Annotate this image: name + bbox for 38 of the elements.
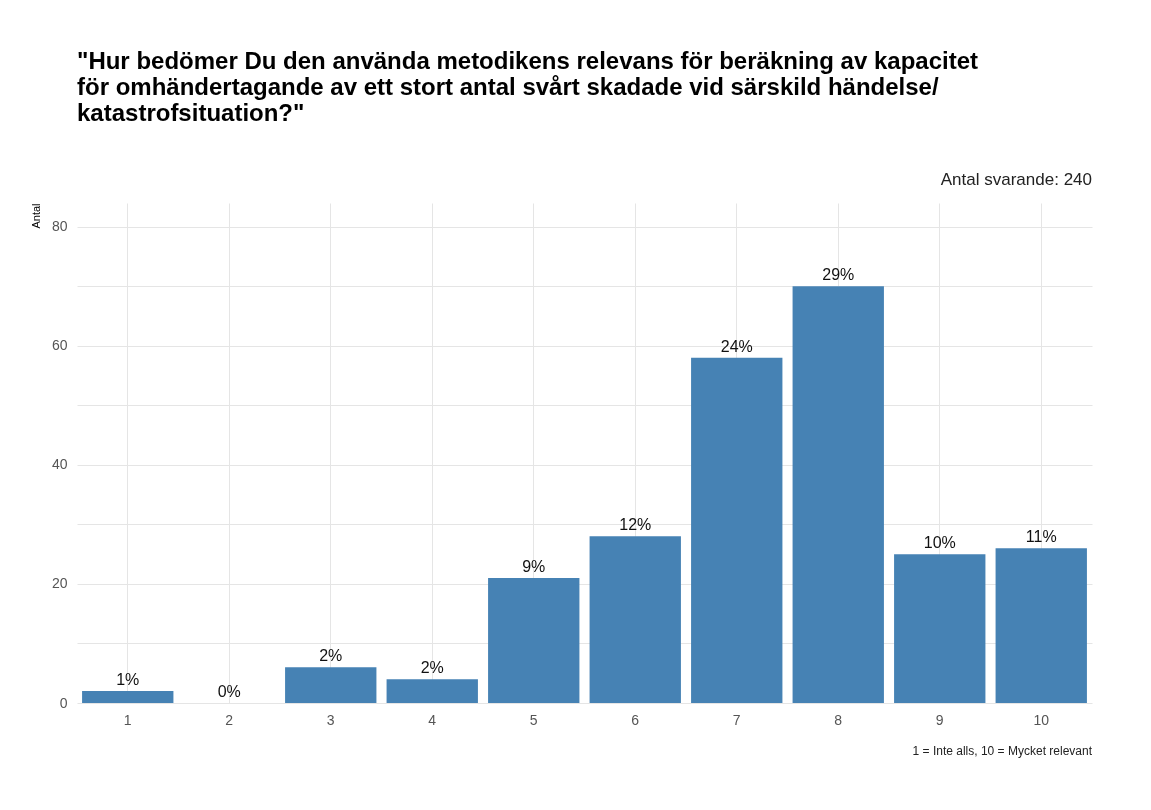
bar	[589, 536, 681, 703]
bar	[82, 691, 174, 703]
y-tick-label: 60	[51, 337, 68, 354]
annotation: 0%	[217, 683, 241, 700]
x-tick-label: 4	[428, 711, 437, 728]
annotation: 11%	[1025, 528, 1057, 546]
bar	[792, 286, 884, 703]
text: Antal svarande: 240	[940, 170, 1092, 189]
annotation: 1%	[116, 671, 140, 689]
x-tick-label: 5	[529, 711, 538, 728]
x-tick-label: 7	[732, 711, 741, 728]
bar	[386, 679, 478, 703]
x-tick-label: 1	[123, 711, 132, 728]
x-tick-label: 3	[326, 711, 335, 728]
annotation: 2%	[420, 659, 444, 677]
x-tick-label: 2	[225, 711, 234, 728]
annotation: 12%	[619, 516, 652, 534]
bar	[488, 578, 580, 703]
y-tick-label: 20	[51, 575, 68, 592]
bar	[285, 667, 377, 703]
bar	[894, 554, 986, 703]
annotation: 24%	[720, 337, 753, 355]
annotation: 10%	[923, 534, 956, 552]
chart-title: "Hur bedömer Du den använda metodikens relevans för beräkning av kapacitet för omhändertagande av ett stort antal svårt skadade vid särskild händelse/ katastrofsituation?"	[77, 47, 978, 126]
y-axis-title: Antal	[29, 203, 42, 229]
x-tick-label: 10	[1033, 711, 1050, 728]
y-tick-label: 40	[51, 456, 68, 473]
y-tick-label: 80	[51, 218, 68, 235]
x-tick-label: 8	[834, 711, 843, 728]
annotation: 2%	[319, 647, 343, 665]
bar	[691, 357, 783, 703]
text: 1 = Inte alls, 10 = Mycket relevant	[912, 744, 1093, 758]
bar	[995, 548, 1087, 703]
annotation: 9%	[522, 558, 546, 575]
x-tick-label: 6	[631, 711, 640, 728]
x-tick-label: 9	[935, 711, 944, 728]
y-tick-label: 0	[59, 694, 68, 711]
annotation: 29%	[822, 266, 855, 284]
